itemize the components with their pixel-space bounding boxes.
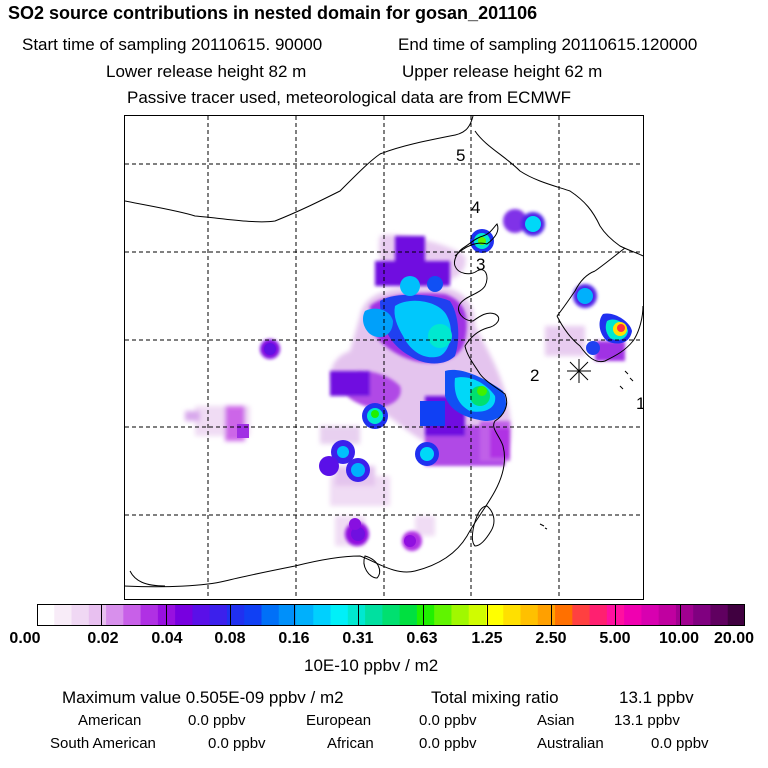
color-swatch: [416, 604, 435, 626]
scale-tick: 0.04: [151, 630, 183, 647]
color-swatch: [296, 604, 314, 626]
color-swatch: [382, 604, 401, 626]
color-swatch: [226, 604, 245, 626]
color-swatch: [123, 604, 142, 626]
color-swatch: [727, 604, 745, 626]
color-swatch: [192, 604, 211, 626]
color-scale-bar: [37, 604, 745, 626]
color-swatch: [88, 604, 107, 626]
color-swatch: [572, 604, 591, 626]
page-title: SO2 source contributions in nested domai…: [8, 3, 538, 23]
trajectory-label-3: 3: [476, 255, 485, 274]
coastline: [125, 116, 643, 588]
trajectory-label-1: 1: [636, 394, 643, 413]
african-label: African: [327, 735, 374, 752]
total-mixing-label: Total mixing ratio: [431, 688, 559, 707]
concentration-plume-core: [237, 216, 632, 547]
end-time-label: End time of sampling 20110615.120000: [398, 35, 698, 54]
asian-label: Asian: [537, 712, 575, 729]
map-panel: 5 4 3 2 1: [124, 115, 644, 600]
scale-tick: 0.31: [342, 630, 374, 647]
color-swatch: [658, 604, 677, 626]
european-value: 0.0 ppbv: [419, 712, 477, 729]
color-swatch: [520, 604, 539, 626]
color-swatch: [468, 604, 487, 626]
lower-release-label: Lower release height 82 m: [106, 62, 307, 81]
south-american-value: 0.0 ppbv: [208, 735, 266, 752]
american-label: American: [78, 712, 142, 729]
trajectory-label-2: 2: [530, 366, 539, 385]
color-swatch: [106, 604, 124, 626]
color-swatch: [485, 604, 504, 626]
scale-tick: 2.50: [535, 630, 567, 647]
start-time-label: Start time of sampling 20110615. 90000: [22, 35, 323, 54]
scale-tick: 0.63: [406, 630, 438, 647]
color-swatch: [537, 604, 556, 626]
trajectory-label-4: 4: [471, 198, 480, 217]
australian-label: Australian: [537, 735, 604, 752]
scale-tick: 0.00: [9, 630, 41, 647]
color-swatch: [278, 604, 297, 626]
scale-tick: 10.00: [658, 630, 700, 647]
color-swatch: [330, 604, 349, 626]
asian-value: 13.1 ppbv: [614, 712, 680, 729]
color-swatch: [503, 604, 522, 626]
tracer-note: Passive tracer used, meteorological data…: [127, 88, 572, 107]
color-swatch: [434, 604, 453, 626]
scale-border: [37, 604, 745, 626]
color-swatch: [71, 604, 90, 626]
south-american-label: South American: [50, 735, 156, 752]
scale-tick: 0.08: [214, 630, 246, 647]
map-canvas: 5 4 3 2 1: [125, 116, 643, 599]
color-swatch: [589, 604, 608, 626]
scale-tick: 5.00: [599, 630, 631, 647]
upper-release-label: Upper release height 62 m: [402, 62, 603, 81]
scale-tick: 20.00: [713, 630, 755, 647]
color-swatch: [624, 604, 642, 626]
color-swatch: [261, 604, 280, 626]
color-swatch: [244, 604, 263, 626]
color-swatch: [693, 604, 712, 626]
american-value: 0.0 ppbv: [188, 712, 246, 729]
color-swatch: [710, 604, 729, 626]
color-swatch: [175, 604, 194, 626]
trajectory-label-5: 5: [456, 146, 465, 165]
australian-value: 0.0 ppbv: [651, 735, 709, 752]
scale-tick: 0.02: [87, 630, 119, 647]
color-swatch: [209, 604, 228, 626]
receptor-star-icon: [567, 359, 591, 383]
color-swatch: [641, 604, 660, 626]
color-swatch: [365, 604, 383, 626]
scale-tick: 1.25: [471, 630, 503, 647]
color-swatch: [313, 604, 332, 626]
total-mixing-value: 13.1 ppbv: [619, 688, 694, 707]
color-swatch: [347, 604, 366, 626]
lat-lon-grid: [125, 116, 643, 599]
color-swatch: [54, 604, 73, 626]
scale-unit-label: 10E-10 ppbv / m2: [304, 656, 439, 675]
color-swatch: [675, 604, 694, 626]
color-swatch: [37, 604, 55, 626]
color-swatch: [140, 604, 159, 626]
european-label: European: [306, 712, 372, 729]
color-swatch: [399, 604, 418, 626]
scale-tick: 0.16: [278, 630, 310, 647]
color-swatch: [451, 604, 470, 626]
max-value-label: Maximum value 0.505E-09 ppbv / m2: [62, 688, 344, 707]
color-swatch: [555, 604, 573, 626]
african-value: 0.0 ppbv: [419, 735, 477, 752]
